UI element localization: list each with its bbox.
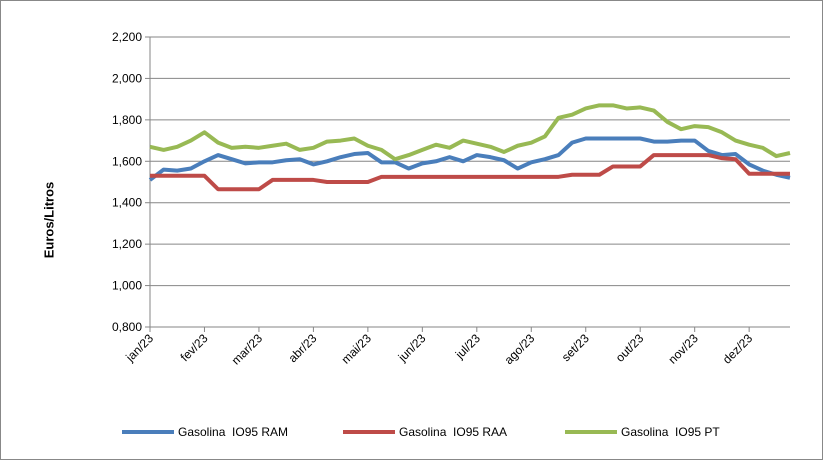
y-axis-title: Euros/Litros xyxy=(41,182,56,259)
y-tick-label: 2,200 xyxy=(112,30,142,44)
y-tick-label: 1,800 xyxy=(112,113,142,127)
series-line xyxy=(149,103,791,162)
y-tick-label: 1,400 xyxy=(112,196,142,210)
series-line xyxy=(150,153,790,192)
legend-label: Gasolina IO95 PT xyxy=(621,425,720,439)
y-tick-label: 1,000 xyxy=(112,279,142,293)
y-tick-label: 1,200 xyxy=(112,237,142,251)
y-tick-label: 1,600 xyxy=(112,154,142,168)
legend-label: Gasolina IO95 RAA xyxy=(399,425,507,439)
y-tick-label: 0,800 xyxy=(112,320,142,334)
y-tick-label: 2,000 xyxy=(112,71,142,85)
legend-label: Gasolina IO95 RAM xyxy=(178,425,288,439)
series-line xyxy=(148,136,791,182)
